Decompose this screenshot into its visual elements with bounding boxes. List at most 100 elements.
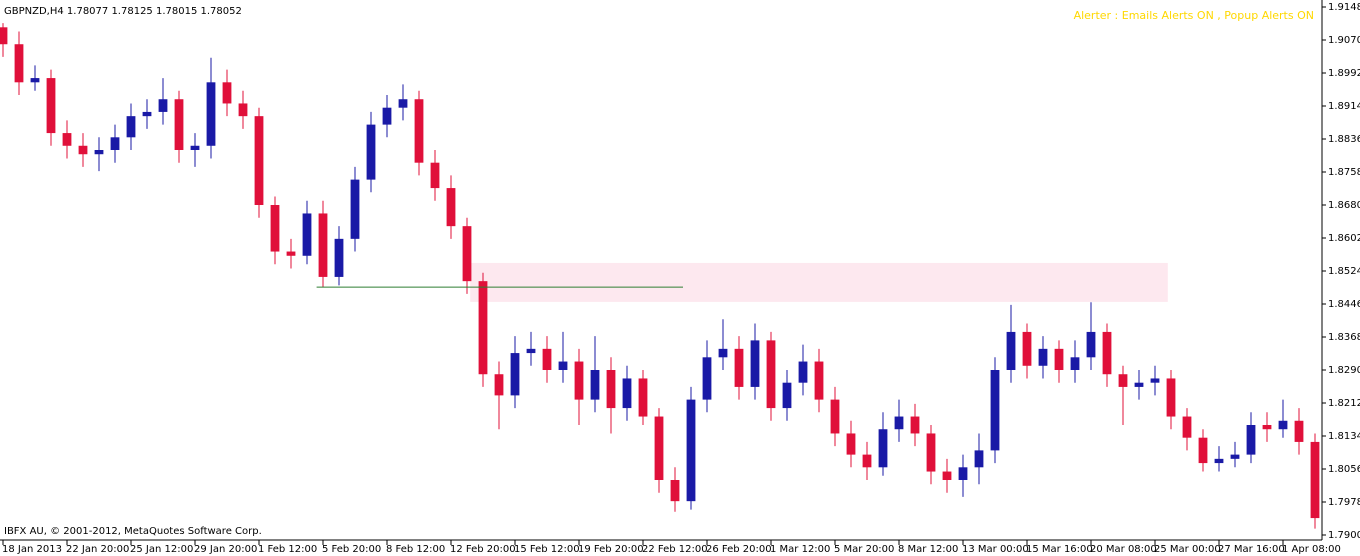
candle-body — [126, 116, 136, 138]
candle-body — [558, 361, 568, 370]
x-tick-label: 15 Mar 16:00 — [1026, 544, 1093, 555]
candle-body — [1230, 454, 1240, 459]
candle-body — [1182, 416, 1192, 438]
candle-body — [1118, 374, 1128, 387]
candle-body — [30, 78, 40, 83]
y-tick-label: 1.88360 — [1328, 134, 1360, 145]
x-tick-label: 1 Feb 12:00 — [258, 544, 317, 555]
candle-body — [1198, 437, 1208, 464]
candle-body — [1214, 458, 1224, 464]
candle-body — [1310, 441, 1320, 519]
x-tick-label: 19 Feb 20:00 — [578, 544, 644, 555]
candle-body — [958, 467, 968, 480]
candle-body — [254, 116, 264, 205]
y-tick-label: 1.82900 — [1328, 365, 1360, 376]
candle-body — [1054, 348, 1064, 370]
candle-body — [1006, 331, 1016, 370]
candle-body — [910, 416, 920, 434]
x-tick-label: 22 Feb 12:00 — [642, 544, 708, 555]
candle-body — [414, 99, 424, 163]
candle-body — [1262, 425, 1272, 430]
candle-body — [1070, 357, 1080, 370]
y-tick-label: 1.86020 — [1328, 233, 1360, 244]
y-tick-label: 1.87580 — [1328, 167, 1360, 178]
candle-body — [462, 226, 472, 282]
candle-body — [574, 361, 584, 400]
candle-body — [318, 213, 328, 277]
candle-body — [430, 162, 440, 189]
candle-body — [110, 137, 120, 150]
y-tick-label: 1.89920 — [1328, 68, 1360, 79]
candle-body — [750, 340, 760, 387]
candle-body — [1278, 420, 1288, 430]
y-tick-label: 1.91480 — [1328, 2, 1360, 13]
candle-body — [1150, 378, 1160, 383]
x-tick-label: 20 Mar 08:00 — [1090, 544, 1157, 555]
candle-body — [158, 99, 168, 112]
x-tick-label: 29 Jan 20:00 — [194, 544, 257, 555]
y-tick-label: 1.86800 — [1328, 200, 1360, 211]
price-zone — [470, 262, 1168, 302]
candle-body — [46, 78, 56, 134]
candle-body — [590, 370, 600, 400]
y-tick-label: 1.81340 — [1328, 431, 1360, 442]
candle-body — [526, 348, 536, 354]
candle-body — [366, 124, 376, 180]
y-tick-label: 1.79000 — [1328, 530, 1360, 541]
candle-body — [174, 99, 184, 150]
x-tick-label: 26 Feb 20:00 — [706, 544, 772, 555]
candle-body — [718, 348, 728, 358]
x-tick-label: 12 Feb 20:00 — [450, 544, 516, 555]
candle-body — [1166, 378, 1176, 417]
candle-body — [510, 353, 520, 396]
candle-body — [398, 99, 408, 108]
candle-body — [670, 480, 680, 502]
candle-body — [206, 82, 216, 146]
candle-body — [14, 44, 24, 83]
x-tick-label: 25 Jan 12:00 — [130, 544, 193, 555]
x-tick-label: 8 Mar 12:00 — [898, 544, 958, 555]
x-tick-label: 5 Mar 20:00 — [834, 544, 894, 555]
alert-text: Alerter : Emails Alerts ON , Popup Alert… — [1074, 9, 1314, 22]
candle-body — [686, 399, 696, 502]
x-tick-label: 22 Jan 20:00 — [66, 544, 129, 555]
y-tick-label: 1.84460 — [1328, 299, 1360, 310]
candle-body — [638, 378, 648, 417]
x-tick-label: 25 Mar 00:00 — [1154, 544, 1221, 555]
x-tick-label: 8 Feb 12:00 — [386, 544, 445, 555]
candle-body — [494, 374, 504, 396]
candle-body — [382, 107, 392, 125]
candle-body — [478, 281, 488, 375]
candle-body — [1038, 348, 1048, 366]
copyright: IBFX AU, © 2001-2012, MetaQuotes Softwar… — [4, 526, 262, 537]
candle-body — [926, 433, 936, 472]
candle-body — [94, 150, 104, 155]
chart-title: GBPNZD,H4 1.78077 1.78125 1.78015 1.7805… — [4, 6, 242, 17]
candle-body — [286, 251, 296, 256]
candle-body — [190, 145, 200, 150]
candle-body — [1246, 425, 1256, 455]
y-tick-label: 1.85240 — [1328, 266, 1360, 277]
candle-body — [606, 370, 616, 409]
plot — [0, 23, 1320, 529]
x-tick-label: 13 Mar 00:00 — [962, 544, 1029, 555]
candle-body — [702, 357, 712, 400]
y-tick-label: 1.79780 — [1328, 497, 1360, 508]
candle-body — [222, 82, 232, 104]
candle-body — [302, 213, 312, 256]
candle-body — [798, 361, 808, 383]
y-tick-label: 1.90700 — [1328, 35, 1360, 46]
y-tick-label: 1.89140 — [1328, 101, 1360, 112]
x-tick-label: 5 Feb 20:00 — [322, 544, 381, 555]
candle-body — [1102, 331, 1112, 375]
y-tick-label: 1.83680 — [1328, 332, 1360, 343]
candle-body — [766, 340, 776, 409]
x-tick-label: 1 Apr 08:00 — [1282, 544, 1341, 555]
candle-body — [622, 378, 632, 409]
candle-body — [862, 454, 872, 468]
candle-body — [654, 416, 664, 480]
candle-body — [78, 145, 88, 155]
x-tick-label: 1 Mar 12:00 — [770, 544, 830, 555]
y-tick-label: 1.82120 — [1328, 398, 1360, 409]
